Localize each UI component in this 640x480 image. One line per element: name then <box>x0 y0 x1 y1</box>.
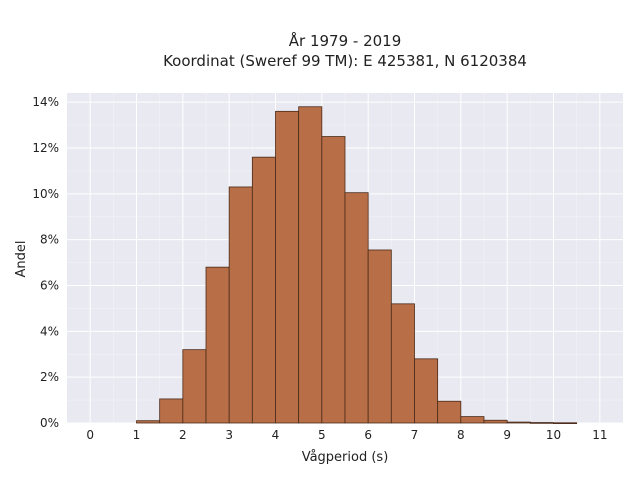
histogram-bar <box>414 358 439 424</box>
y-tick-label: 12% <box>32 141 59 155</box>
y-tick-label: 2% <box>40 370 59 384</box>
x-tick-label: 7 <box>411 428 419 442</box>
x-tick-label: 4 <box>272 428 280 442</box>
x-tick-label: 8 <box>457 428 465 442</box>
y-tick-label: 14% <box>32 95 59 109</box>
histogram-bar <box>159 398 184 424</box>
histogram-bar <box>506 421 531 424</box>
y-tick-label: 0% <box>40 416 59 430</box>
histogram-bar <box>275 110 300 424</box>
y-tick-label: 6% <box>40 279 59 293</box>
x-tick-label: 6 <box>364 428 372 442</box>
x-tick-label: 0 <box>86 428 94 442</box>
x-tick-label: 2 <box>179 428 187 442</box>
histogram-bar <box>136 420 161 424</box>
histogram-bar <box>553 422 578 424</box>
histogram-bar <box>437 400 462 424</box>
histogram-bar <box>251 156 276 424</box>
x-tick-label: 1 <box>133 428 141 442</box>
histogram-bar <box>182 349 207 424</box>
x-axis-ticks: 0 1 2 3 4 5 6 7 8 9 10 11 <box>86 428 607 442</box>
chart-title-line2: Koordinat (Sweref 99 TM): E 425381, N 61… <box>163 52 527 70</box>
y-axis-label: Andel <box>14 241 29 278</box>
y-axis-ticks: 0% 2% 4% 6% 8% 10% 12% 14% <box>32 95 59 430</box>
x-tick-label: 11 <box>592 428 607 442</box>
x-axis-label: Vågperiod (s) <box>302 450 389 465</box>
histogram-bar <box>390 303 415 424</box>
x-tick-label: 5 <box>318 428 326 442</box>
chart-title-line1: År 1979 - 2019 <box>289 31 402 50</box>
histogram-bar <box>298 106 323 424</box>
histogram-bar <box>321 136 346 424</box>
bar-layer <box>136 106 578 424</box>
histogram-bar <box>205 266 230 424</box>
histogram-bar <box>483 419 508 424</box>
x-tick-label: 9 <box>503 428 511 442</box>
histogram-bar <box>367 249 392 424</box>
histogram-bar <box>460 416 485 424</box>
y-tick-label: 4% <box>40 324 59 338</box>
histogram-bar <box>344 192 369 424</box>
histogram-bar <box>228 186 253 424</box>
y-tick-label: 8% <box>40 233 59 247</box>
histogram-bar <box>529 422 554 424</box>
y-tick-label: 10% <box>32 187 59 201</box>
x-tick-label: 10 <box>546 428 561 442</box>
x-tick-label: 3 <box>225 428 233 442</box>
